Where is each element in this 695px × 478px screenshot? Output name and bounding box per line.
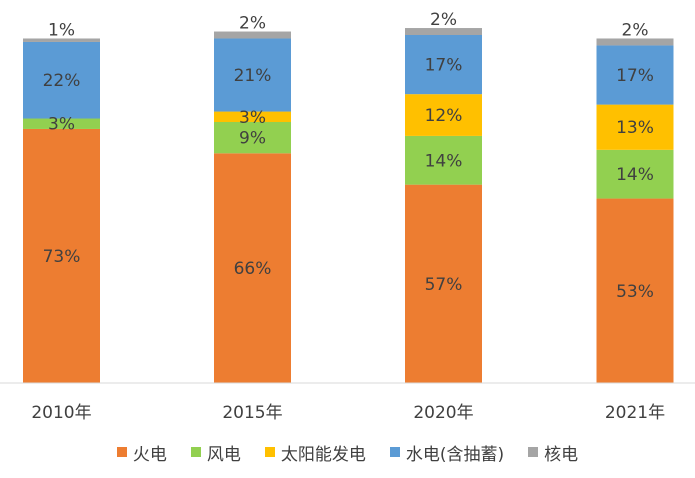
legend-item: 核电 <box>528 440 578 465</box>
data-label: 9% <box>239 129 266 149</box>
bar-segment <box>23 128 100 383</box>
data-label: 14% <box>616 165 654 185</box>
data-label: 57% <box>425 275 463 295</box>
bar-segment <box>214 111 291 122</box>
x-tick-label: 2010年 <box>31 403 91 423</box>
data-label: 12% <box>425 106 463 126</box>
legend-item: 火电 <box>116 440 167 465</box>
legend-label: 风电 <box>206 444 241 465</box>
legend-swatch <box>264 447 275 457</box>
bar-segment <box>596 149 674 199</box>
data-label: 2% <box>430 10 457 30</box>
bar-segment <box>596 198 674 383</box>
bar-segment <box>405 184 482 383</box>
legend: 火电 风电 太阳能发电 水电(含抽蓄) 核电 <box>0 437 695 467</box>
bar-segment <box>405 28 482 35</box>
bar-segment <box>23 38 100 42</box>
x-tick-label: 2021年 <box>605 403 665 423</box>
data-label: 13% <box>616 118 654 138</box>
legend-item: 水电(含抽蓄) <box>389 440 505 465</box>
bar-segment <box>214 38 291 112</box>
x-tick-label: 2015年 <box>222 403 282 423</box>
legend-swatch <box>389 447 400 457</box>
data-label: 21% <box>234 66 272 86</box>
bar-segment <box>23 41 100 119</box>
bar-segment <box>405 135 482 185</box>
data-label: 3% <box>239 108 266 128</box>
data-label: 2% <box>622 20 649 40</box>
bar-segment <box>214 153 291 383</box>
data-label: 17% <box>616 66 654 86</box>
legend-label: 核电 <box>544 444 579 465</box>
bar-segment <box>405 35 482 95</box>
legend-swatch <box>116 447 127 457</box>
legend-label: 火电 <box>132 444 167 465</box>
data-label: 73% <box>43 247 81 267</box>
data-label: 14% <box>425 151 463 171</box>
bars-group <box>23 28 674 383</box>
bar-segment <box>596 45 674 105</box>
data-label: 1% <box>48 20 75 40</box>
data-label: 66% <box>234 259 272 279</box>
legend-swatch <box>190 447 201 457</box>
x-tick-label: 2020年 <box>413 403 473 423</box>
bar-segment <box>596 38 674 46</box>
legend-item: 太阳能发电 <box>264 440 366 465</box>
data-label: 53% <box>616 282 654 302</box>
bar-segment <box>596 104 674 150</box>
data-label: 22% <box>43 71 81 91</box>
data-label: 17% <box>425 56 463 76</box>
legend-item: 风电 <box>190 440 241 465</box>
data-label: 2% <box>239 14 266 34</box>
bar-segment <box>214 122 291 154</box>
legend-label: 水电(含抽蓄) <box>405 444 505 465</box>
legend-swatch <box>528 447 539 457</box>
bar-segment <box>405 94 482 136</box>
data-labels-group: 73%3%22%1%66%9%3%21%2%57%14%12%17%2%53%1… <box>43 10 654 302</box>
legend-label: 太阳能发电 <box>280 444 366 465</box>
bar-segment <box>23 118 100 129</box>
data-label: 3% <box>48 115 75 135</box>
bar-segment <box>214 31 291 39</box>
x-tick-labels-group: 2010年 2015年 2020年 2021年 <box>31 403 665 423</box>
